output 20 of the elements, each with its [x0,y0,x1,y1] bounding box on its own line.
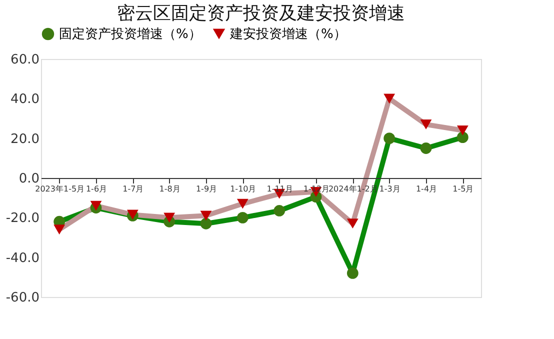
x-tick-label: 1-7月 [122,184,144,194]
y-tick-label: -20.0 [6,211,40,226]
chart-title: 密云区固定资产投资及建安投资增速 [117,3,405,24]
x-tick-label: 1-6月 [86,184,108,194]
legend-label: 固定资产投资增速（%） [59,27,202,42]
x-tick-label: 1-10月 [230,184,256,194]
y-tick-label: 20.0 [10,132,40,147]
x-tick-label: 1-8月 [159,184,180,194]
x-tick-label: 1-5月 [452,184,474,194]
y-tick-label: 60.0 [10,52,40,68]
x-tick-label: 1-12月 [303,184,330,194]
y-tick-label: -60.0 [6,290,40,306]
x-tick-label: 1-9月 [196,184,218,194]
y-tick-label: -40.0 [6,250,40,266]
x-tick-label: 1-4月 [416,184,438,194]
legend-label: 建安投资增速（%） [229,26,346,42]
y-tick-label: 0.0 [18,172,40,186]
x-tick-label: 1-3月 [379,184,400,194]
x-tick-label: 2023年1-5月 [35,184,85,194]
y-tick-label: 40.0 [10,92,40,108]
